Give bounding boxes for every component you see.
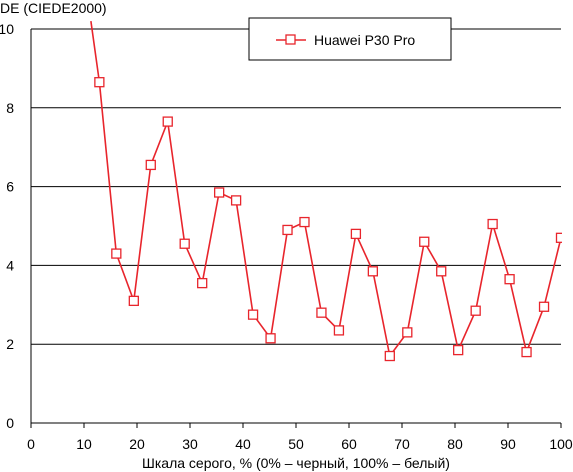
x-axis-title: Шкала серого, % (0% – черный, 100% – бел… [142,455,450,471]
x-tick-labels: 0 10 20 30 40 50 60 70 80 90 100 [27,423,573,452]
data-point [504,274,515,285]
legend-box [248,17,452,61]
x-tick-label: 80 [447,436,463,452]
data-point [470,305,481,316]
x-tick-label: 90 [500,436,516,452]
data-point [145,159,156,171]
data-point [213,187,225,198]
x-tick-label: 30 [182,436,198,452]
y-tick-labels: 0 2 4 6 8 10 [0,21,14,431]
data-point [402,327,413,338]
x-tick-label: 70 [394,436,410,452]
x-tick-label: 0 [27,436,35,452]
y-tick-label: 2 [6,336,14,352]
y-axis-title: DE (CIEDE2000) [0,0,107,16]
x-tick-label: 60 [341,436,357,452]
y-tick-label: 10 [0,21,14,37]
data-point [179,238,190,249]
data-point [94,77,105,88]
data-point [162,116,173,127]
data-point [265,333,276,344]
x-tick-label: 20 [129,436,145,452]
data-point [538,301,550,312]
data-point [128,295,139,307]
y-tick-label: 6 [6,179,14,195]
legend-label: Huawei P30 Pro [314,32,415,48]
x-tick-label: 10 [76,436,92,452]
data-point [111,248,122,259]
data-point [384,350,395,362]
data-point [316,307,327,318]
y-tick-label: 4 [6,257,14,273]
data-point [333,325,345,336]
x-tick-label: 50 [288,436,304,452]
y-tick-label: 8 [6,100,14,116]
x-tick-label: 40 [235,436,251,452]
series-line [90,20,562,358]
data-point [197,277,208,289]
y-tick-label: 0 [6,415,14,431]
data-point [350,228,362,240]
data-point [367,266,379,277]
data-point [521,346,532,358]
gridlines [31,28,561,345]
legend: Huawei P30 Pro [248,17,452,61]
data-point [299,216,310,228]
data-point [453,344,464,356]
data-point [487,218,498,230]
series-group [90,20,562,362]
data-point [436,266,447,277]
data-point [247,309,259,320]
data-point [282,224,293,236]
legend-marker-sample [285,34,296,45]
data-point [419,236,430,247]
data-point [555,232,562,243]
x-tick-label: 100 [549,436,573,452]
data-point [230,195,242,206]
